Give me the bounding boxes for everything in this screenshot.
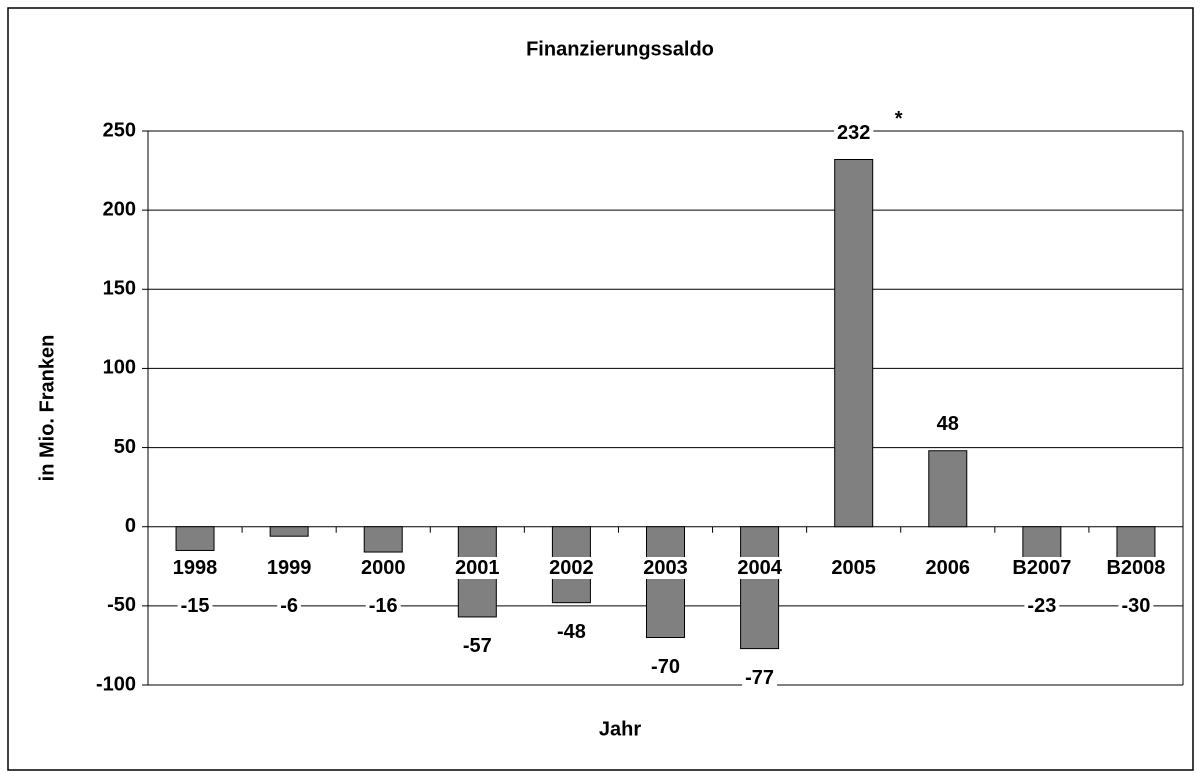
data-label: 48 bbox=[937, 413, 959, 435]
x-tick-label: 2000 bbox=[361, 557, 406, 579]
y-tick-label: 50 bbox=[114, 436, 136, 458]
bar bbox=[646, 526, 685, 639]
label-background bbox=[1009, 556, 1075, 579]
data-label: -6 bbox=[280, 595, 298, 617]
label-background bbox=[1103, 556, 1169, 579]
y-tick-label: 250 bbox=[103, 119, 136, 141]
label-background bbox=[833, 121, 874, 144]
label-background bbox=[1118, 594, 1154, 617]
y-tick-label: -50 bbox=[107, 594, 136, 616]
label-background bbox=[828, 556, 879, 579]
label-background bbox=[169, 556, 221, 579]
data-label: -15 bbox=[181, 595, 210, 617]
data-label: -30 bbox=[1122, 595, 1151, 617]
label-background bbox=[357, 556, 409, 579]
data-label: -70 bbox=[651, 656, 680, 678]
x-tick-label: 2002 bbox=[549, 557, 594, 579]
y-tick-label: 150 bbox=[103, 278, 136, 300]
label-background bbox=[546, 556, 597, 579]
data-label: -77 bbox=[745, 667, 774, 689]
x-tick-label: 1999 bbox=[267, 557, 312, 579]
data-label: -48 bbox=[557, 621, 586, 643]
data-label: -16 bbox=[369, 595, 398, 617]
x-tick-label: 2003 bbox=[643, 557, 688, 579]
bar bbox=[269, 526, 309, 537]
label-background bbox=[553, 620, 589, 643]
annotation: * bbox=[895, 108, 903, 130]
label-background bbox=[742, 666, 778, 689]
bar bbox=[363, 526, 403, 553]
y-tick-label: 0 bbox=[125, 515, 136, 537]
label-background bbox=[933, 413, 962, 436]
data-label: 232 bbox=[837, 122, 870, 144]
x-tick-label: 2005 bbox=[831, 557, 876, 579]
x-tick-label: B2007 bbox=[1012, 557, 1071, 579]
y-tick-label: 200 bbox=[103, 198, 136, 220]
label-background bbox=[640, 556, 691, 579]
bar bbox=[175, 526, 215, 551]
x-tick-label: B2008 bbox=[1106, 557, 1165, 579]
data-label: -57 bbox=[463, 635, 492, 657]
label-background bbox=[177, 594, 213, 617]
label-background bbox=[734, 556, 786, 579]
x-tick-label: 2001 bbox=[455, 557, 500, 579]
label-background bbox=[452, 556, 503, 579]
label-background bbox=[922, 556, 974, 579]
x-tick-label: 2006 bbox=[926, 557, 971, 579]
label-background bbox=[365, 594, 401, 617]
bar bbox=[834, 158, 874, 528]
label-background bbox=[263, 556, 315, 579]
label-background bbox=[1024, 594, 1060, 617]
x-tick-label: 2004 bbox=[737, 557, 782, 579]
bar bbox=[740, 526, 780, 650]
x-tick-label: 1998 bbox=[173, 557, 218, 579]
label-background bbox=[648, 655, 683, 678]
chart-title: Finanzierungssaldo bbox=[526, 38, 714, 60]
label-background bbox=[277, 594, 302, 617]
y-tick-label: 100 bbox=[103, 357, 136, 379]
y-axis-label: in Mio. Franken bbox=[36, 335, 58, 482]
data-label: -23 bbox=[1027, 595, 1056, 617]
bar bbox=[928, 450, 968, 528]
x-axis-label: Jahr bbox=[599, 718, 641, 740]
label-background bbox=[459, 635, 495, 658]
y-tick-label: -100 bbox=[96, 673, 136, 695]
